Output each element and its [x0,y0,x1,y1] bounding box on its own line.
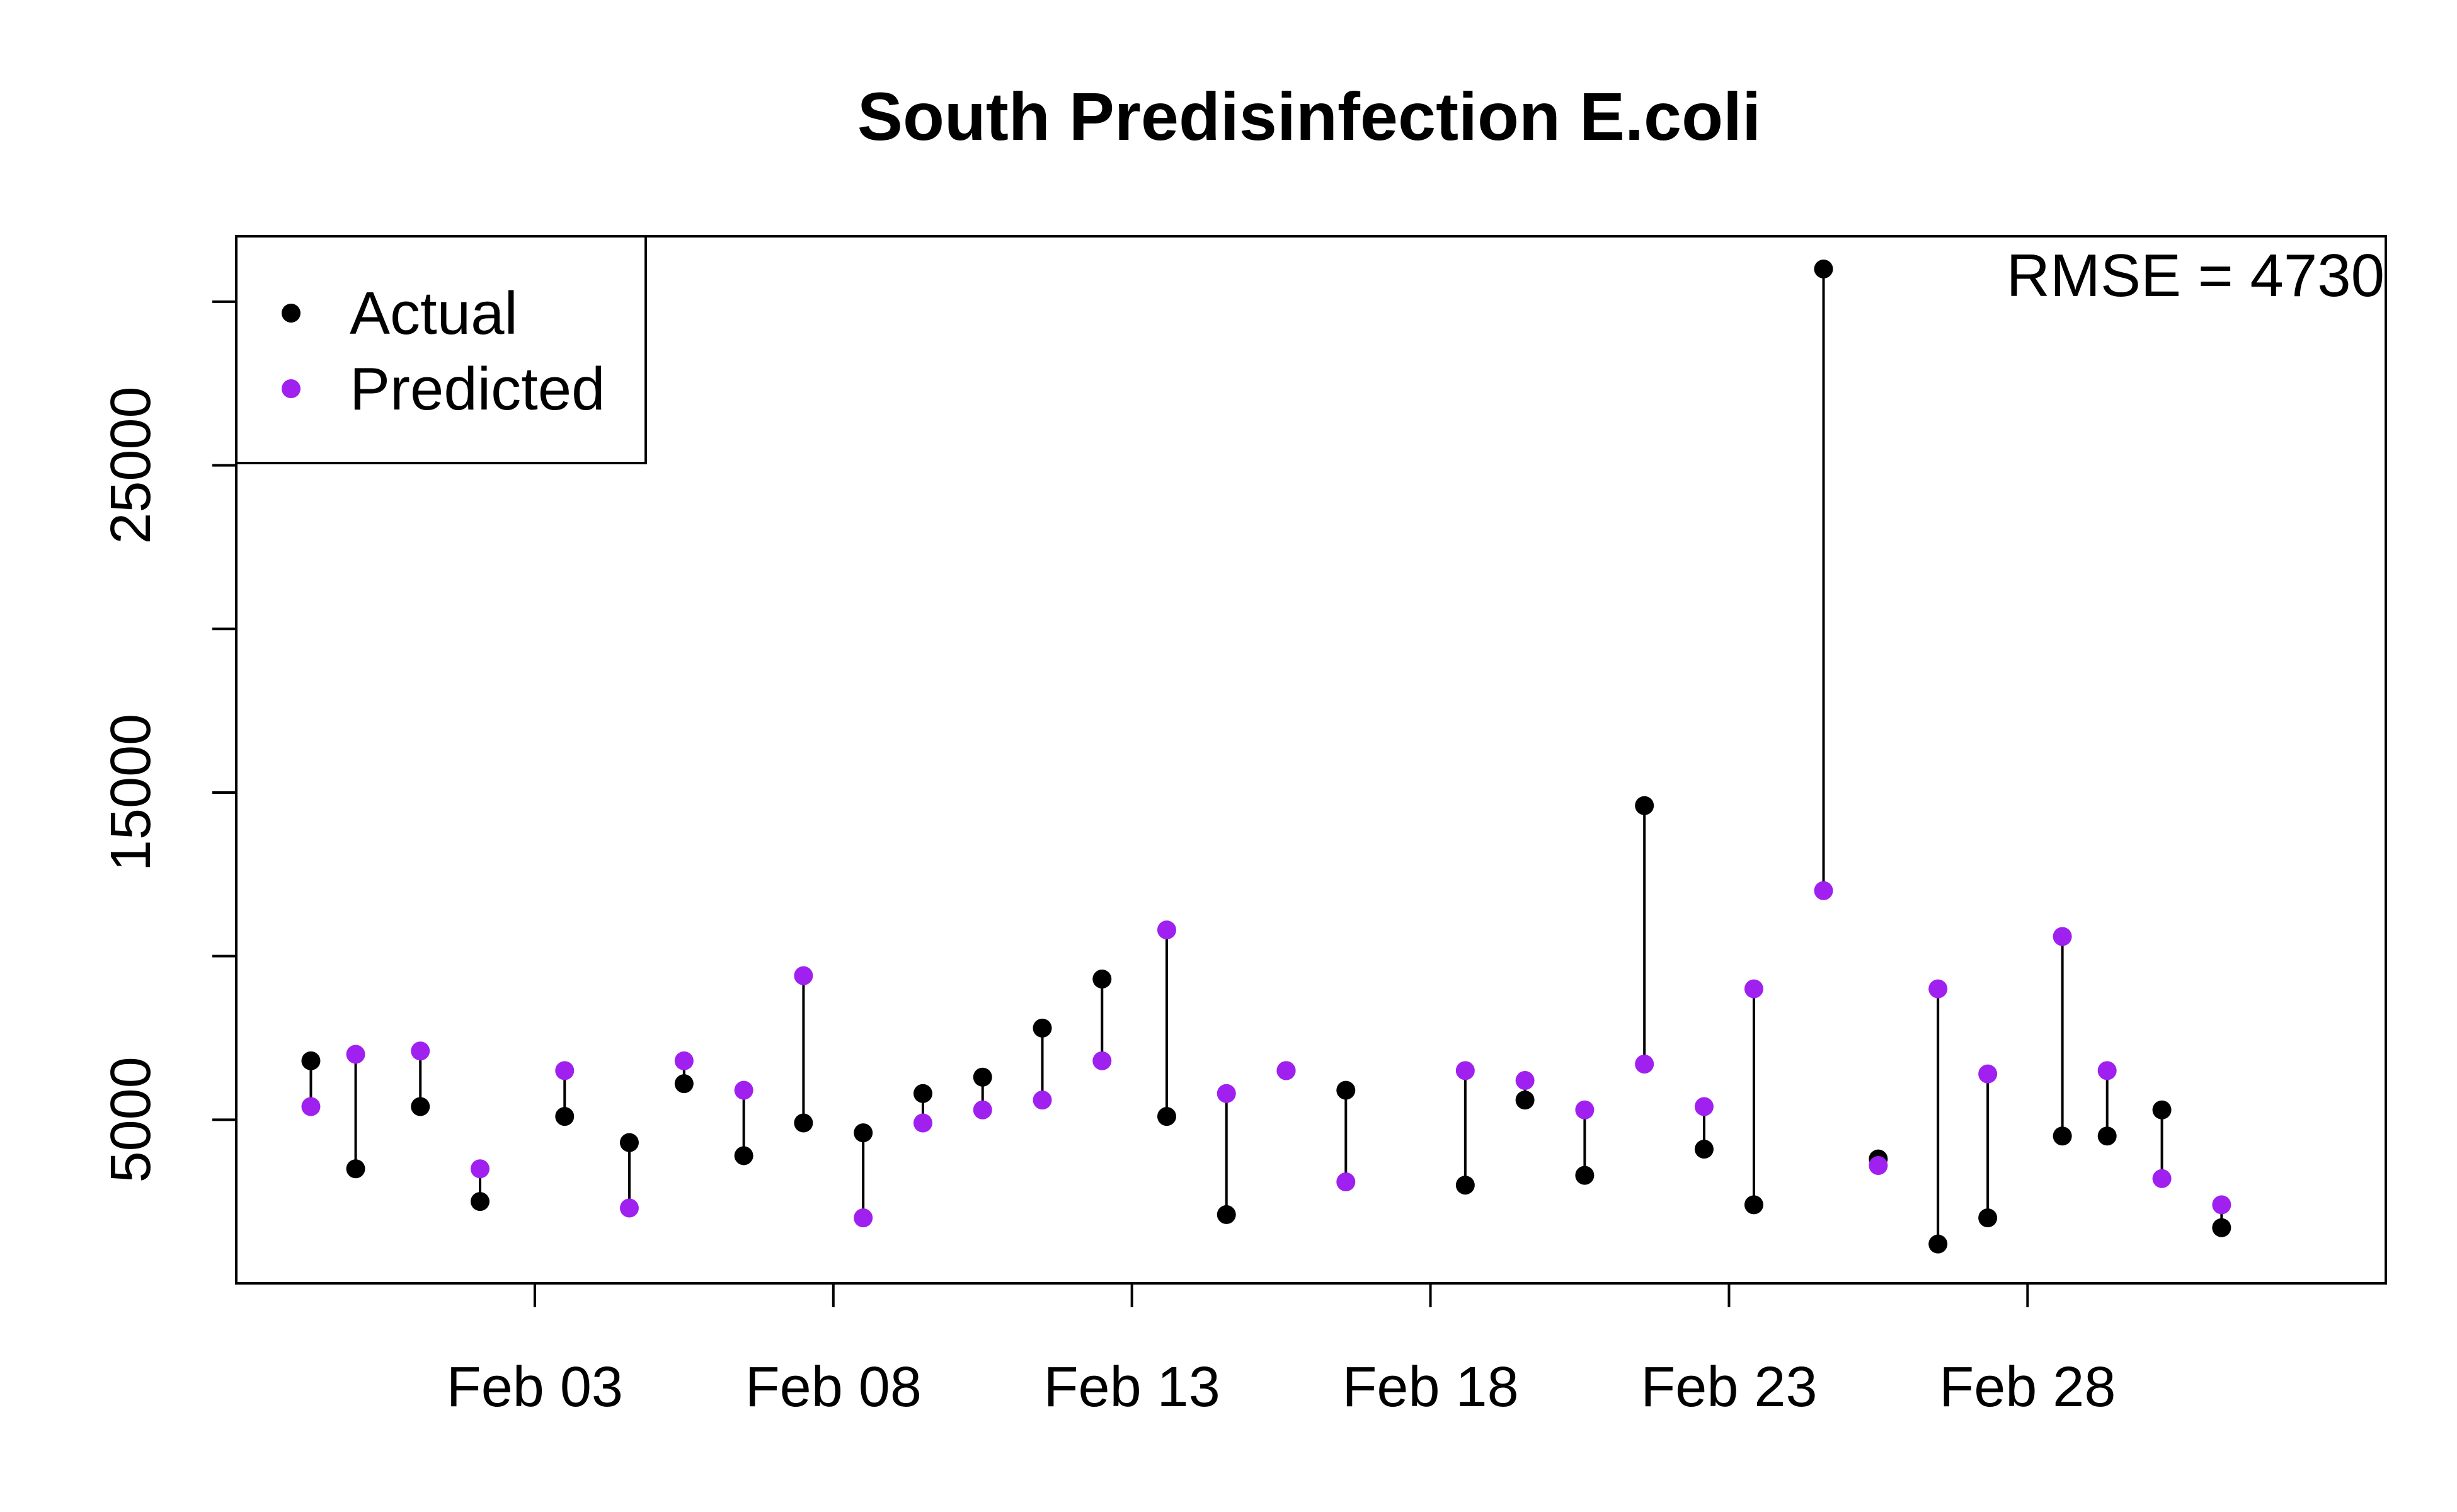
actual-point [471,1192,490,1211]
predicted-point [1455,1061,1475,1080]
actual-points [301,259,2231,1254]
predicted-point [619,1198,639,1218]
predicted-point [913,1113,932,1133]
legend: Actual Predicted [235,235,647,464]
predicted-point [411,1041,430,1061]
x-tick-label: Feb 18 [1342,1356,1518,1419]
x-tick-label: Feb 03 [447,1356,623,1419]
predicted-point [2212,1195,2231,1215]
predicted-point [973,1100,992,1120]
actual-point [2212,1218,2231,1237]
legend-marker-actual [282,304,301,323]
y-tick-label: 25000 [100,386,163,544]
predicted-point [555,1061,575,1080]
x-axis: Feb 03 Feb 08 Feb 13 Feb 18 Feb 23 Feb 28 [447,1283,2116,1419]
actual-point [854,1123,873,1143]
actual-point [1575,1166,1595,1185]
legend-label-predicted: Predicted [350,355,605,423]
actual-point [301,1051,321,1070]
predicted-point [1744,979,1763,999]
predicted-point [1869,1156,1888,1176]
actual-point [2152,1100,2172,1120]
actual-point [1744,1195,1763,1215]
actual-point [1336,1080,1356,1100]
actual-point [913,1084,932,1103]
actual-point [1515,1091,1535,1110]
predicted-point [1928,979,1948,999]
predicted-point [1978,1064,1998,1084]
actual-point [1928,1234,1948,1254]
predicted-point [346,1045,365,1064]
x-tick-label: Feb 28 [1939,1356,2116,1419]
actual-point [346,1159,365,1179]
actual-point [1635,796,1654,815]
predicted-point [1515,1070,1535,1090]
actual-point [1033,1018,1052,1038]
actual-point [794,1113,813,1133]
rmse-annotation: RMSE = 4730 [2007,242,2385,309]
legend-box [235,235,647,464]
actual-point [2053,1126,2072,1146]
actual-point [1217,1205,1236,1224]
predicted-point [1694,1097,1714,1116]
predicted-point [1276,1061,1296,1080]
predicted-point [734,1080,753,1100]
actual-point [1978,1208,1998,1228]
predicted-point [794,966,813,985]
predicted-point [1033,1091,1052,1110]
actual-point [1157,1107,1176,1126]
predicted-point [854,1208,873,1228]
predicted-point [674,1051,694,1070]
predicted-point [2053,927,2072,946]
y-tick-label: 15000 [100,714,163,871]
actual-point [674,1074,694,1094]
chart-title: South Predisinfection E.coli [857,78,1761,154]
actual-point [973,1067,992,1087]
actual-point [619,1133,639,1152]
x-tick-label: Feb 08 [745,1356,922,1419]
actual-point [2097,1126,2117,1146]
actual-point [555,1107,575,1126]
predicted-point [1092,1051,1112,1070]
x-tick-label: Feb 13 [1044,1356,1220,1419]
y-axis: 5000 15000 25000 [100,300,236,1183]
predicted-point [2152,1169,2172,1188]
actual-point [1092,969,1112,988]
predicted-point [1157,920,1176,940]
predicted-point [1814,881,1833,900]
actual-point [734,1146,753,1166]
predicted-point [301,1097,321,1116]
actual-point [1814,259,1833,278]
legend-label-actual: Actual [350,280,518,347]
actual-point [1455,1176,1475,1195]
predicted-point [1635,1055,1654,1074]
predicted-point [1217,1084,1236,1103]
predicted-point [2097,1061,2117,1080]
predicted-points [301,881,2231,1228]
predicted-point [1575,1100,1595,1120]
actual-point [1694,1140,1714,1159]
predicted-point [471,1159,490,1179]
predicted-point [1336,1172,1356,1191]
legend-marker-predicted [282,379,301,398]
plot-frame [235,235,2387,1285]
x-tick-label: Feb 23 [1641,1356,1817,1419]
actual-point [411,1097,430,1116]
y-tick-label: 5000 [100,1057,163,1183]
